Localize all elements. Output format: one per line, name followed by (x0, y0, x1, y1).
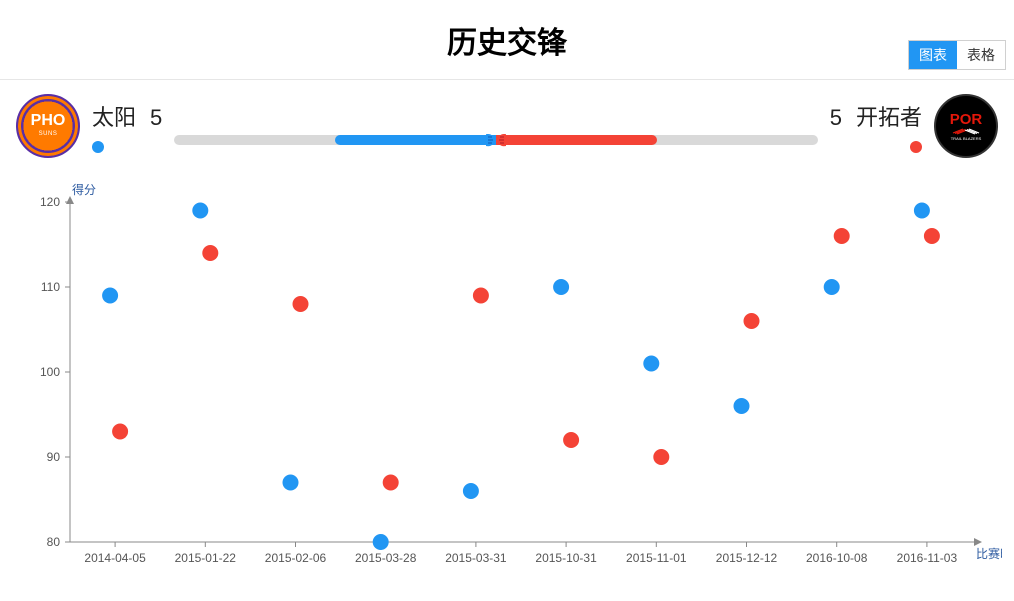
data-point (383, 475, 399, 491)
svg-text:比赛时间: 比赛时间 (976, 546, 1002, 561)
svg-text:2015-10-31: 2015-10-31 (535, 551, 597, 565)
data-point (643, 356, 659, 372)
data-point (914, 203, 930, 219)
team-name-left: 太阳 (92, 100, 136, 132)
tab-chart[interactable]: 图表 (909, 41, 957, 69)
data-point (744, 313, 760, 329)
svg-text:2014-04-05: 2014-04-05 (84, 551, 146, 565)
header: 历史交锋 图表 表格 (0, 0, 1014, 80)
svg-text:2015-03-31: 2015-03-31 (445, 551, 507, 565)
logo-sub-right: TRAIL BLAZERS (951, 136, 982, 141)
data-point (192, 203, 208, 219)
team-info-left: 太阳 5 (92, 100, 162, 153)
svg-text:2015-01-22: 2015-01-22 (175, 551, 237, 565)
logo-sub-left: SUNS (39, 131, 58, 138)
data-point (734, 398, 750, 414)
data-point (373, 534, 389, 550)
fist-icon (472, 128, 520, 152)
team-score-right: 5 (830, 105, 842, 131)
team-logo-suns: PHO SUNS (16, 94, 80, 158)
svg-text:80: 80 (47, 535, 61, 549)
data-point (202, 245, 218, 261)
svg-text:90: 90 (47, 450, 61, 464)
svg-text:120: 120 (40, 195, 60, 209)
data-point (924, 228, 940, 244)
view-tabs: 图表 表格 (908, 40, 1006, 70)
legend-dot-right (910, 141, 922, 153)
data-point (463, 483, 479, 499)
logo-abbr-left: PHO (31, 113, 66, 129)
data-point (283, 475, 299, 491)
tab-table[interactable]: 表格 (957, 41, 1005, 69)
data-point (824, 279, 840, 295)
data-point (653, 449, 669, 465)
svg-text:2015-12-12: 2015-12-12 (716, 551, 778, 565)
data-point (563, 432, 579, 448)
svg-text:2015-03-28: 2015-03-28 (355, 551, 417, 565)
blazers-stripes-icon (951, 128, 981, 135)
team-score-left: 5 (150, 105, 162, 131)
data-point (293, 296, 309, 312)
svg-text:2016-10-08: 2016-10-08 (806, 551, 868, 565)
data-point (102, 288, 118, 304)
svg-text:2015-02-06: 2015-02-06 (265, 551, 327, 565)
svg-text:得分: 得分 (72, 182, 96, 197)
data-point (112, 424, 128, 440)
win-bar-bg (174, 135, 817, 145)
svg-text:100: 100 (40, 365, 60, 379)
team-name-right: 开拓者 (856, 100, 922, 132)
page-title: 历史交锋 (0, 0, 1014, 62)
data-point (834, 228, 850, 244)
win-bar-red (496, 135, 657, 145)
svg-text:110: 110 (41, 280, 60, 294)
win-bar (174, 135, 817, 145)
scatter-chart: 80 90 100 110 120 2014-04-05 2015-01-22 2015-02… (12, 182, 1002, 582)
logo-abbr-right: POR (950, 111, 983, 128)
data-point (473, 288, 489, 304)
team-logo-blazers: POR TRAIL BLAZERS (934, 94, 998, 158)
legend-dot-left (92, 141, 104, 153)
svg-text:2015-11-01: 2015-11-01 (626, 551, 687, 565)
team-info-right: 5 开拓者 (830, 100, 922, 153)
svg-text:2016-11-03: 2016-11-03 (897, 551, 958, 565)
data-point (553, 279, 569, 295)
chart-svg: 80 90 100 110 120 2014-04-05 2015-01-22 2015-02… (12, 182, 1002, 582)
matchup-row: PHO SUNS 太阳 5 5 开拓者 POR TRAI (0, 80, 1014, 178)
